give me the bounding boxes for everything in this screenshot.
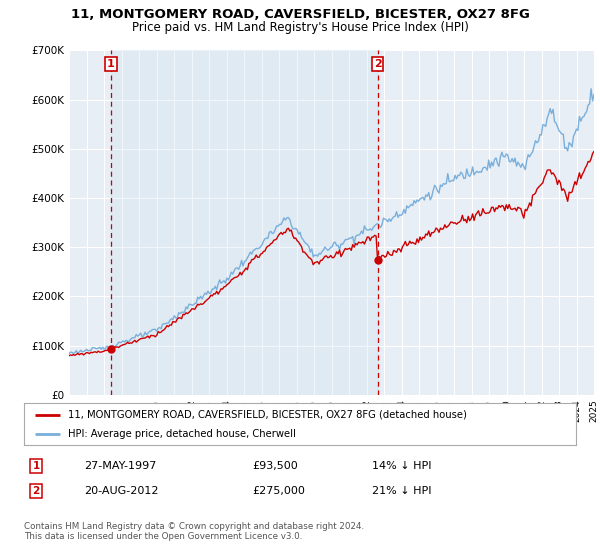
Text: 21% ↓ HPI: 21% ↓ HPI	[372, 486, 431, 496]
Text: Contains HM Land Registry data © Crown copyright and database right 2024.
This d: Contains HM Land Registry data © Crown c…	[24, 522, 364, 542]
Text: HPI: Average price, detached house, Cherwell: HPI: Average price, detached house, Cher…	[68, 430, 296, 439]
Text: 11, MONTGOMERY ROAD, CAVERSFIELD, BICESTER, OX27 8FG: 11, MONTGOMERY ROAD, CAVERSFIELD, BICEST…	[71, 8, 529, 21]
Text: 2: 2	[374, 59, 382, 69]
Text: 27-MAY-1997: 27-MAY-1997	[84, 461, 157, 471]
Text: 1: 1	[107, 59, 115, 69]
Bar	[110, 50, 377, 395]
Text: 14% ↓ HPI: 14% ↓ HPI	[372, 461, 431, 471]
Text: Price paid vs. HM Land Registry's House Price Index (HPI): Price paid vs. HM Land Registry's House …	[131, 21, 469, 34]
Text: 20-AUG-2012: 20-AUG-2012	[84, 486, 158, 496]
Text: 1: 1	[32, 461, 40, 471]
Text: £275,000: £275,000	[252, 486, 305, 496]
Text: 2: 2	[32, 486, 40, 496]
Text: 11, MONTGOMERY ROAD, CAVERSFIELD, BICESTER, OX27 8FG (detached house): 11, MONTGOMERY ROAD, CAVERSFIELD, BICEST…	[68, 410, 467, 420]
Text: £93,500: £93,500	[252, 461, 298, 471]
